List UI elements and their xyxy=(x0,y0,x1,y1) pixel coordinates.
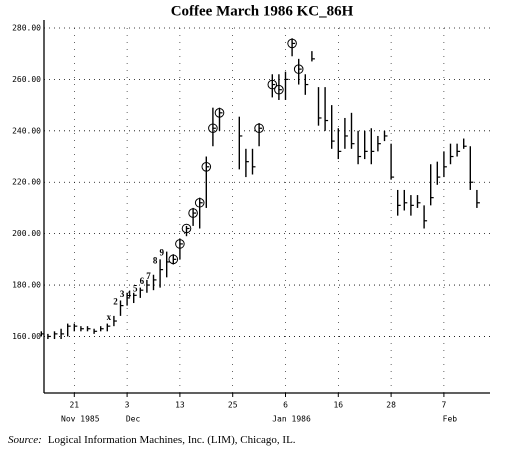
circle-marker xyxy=(175,239,185,249)
x-month-label: Nov 1985 xyxy=(61,415,100,424)
x-month-label: Feb xyxy=(443,415,458,424)
circle-marker xyxy=(168,254,179,265)
circle-marker xyxy=(181,223,192,234)
x-tick-label: 13 xyxy=(175,401,185,410)
y-tick-label: 240.00 xyxy=(12,126,41,135)
source: Source: Logical Information Machines, Inc… xyxy=(8,434,296,446)
circle-marker xyxy=(287,38,297,49)
bar-label: 8 xyxy=(153,255,158,265)
x-tick-label: 28 xyxy=(386,401,396,410)
circle-marker xyxy=(214,108,225,118)
circle-marker xyxy=(293,64,304,74)
x-month-label: Jan 1986 xyxy=(272,415,311,424)
bar-label: 3 xyxy=(120,289,125,299)
bar-label: 9 xyxy=(159,248,164,258)
bar-label: 7 xyxy=(146,271,151,281)
circle-marker xyxy=(208,123,218,134)
bar-label: x xyxy=(107,312,112,322)
x-tick-label: 3 xyxy=(125,401,130,410)
bar-label: 2 xyxy=(113,297,118,307)
source-text: Logical Information Machines, Inc. (LIM)… xyxy=(48,434,296,446)
x-tick-label: 7 xyxy=(441,401,446,410)
x-tick-label: 25 xyxy=(228,401,238,410)
x-tick-label: 21 xyxy=(69,401,79,410)
circle-marker xyxy=(254,123,264,134)
bar-label: 5 xyxy=(133,284,138,294)
source-label: Source: xyxy=(8,434,42,446)
x-tick-label: 16 xyxy=(333,401,343,410)
circle-marker xyxy=(274,84,284,95)
y-tick-label: 200.00 xyxy=(12,229,41,238)
bar-label: 4 xyxy=(126,289,131,299)
y-tick-label: 260.00 xyxy=(12,75,41,84)
circle-marker xyxy=(267,79,278,90)
circle-marker xyxy=(188,208,198,218)
bar-label: 6 xyxy=(140,276,145,286)
circle-marker xyxy=(201,162,212,172)
y-tick-label: 220.00 xyxy=(12,178,41,187)
y-tick-label: 160.00 xyxy=(12,332,41,341)
chart-title: Coffee March 1986 KC_86H xyxy=(171,3,354,19)
x-tick-label: 6 xyxy=(283,401,288,410)
y-tick-label: 280.00 xyxy=(12,24,41,33)
circle-marker xyxy=(194,197,205,208)
x-month-label: Dec xyxy=(126,415,141,424)
y-tick-label: 180.00 xyxy=(12,281,41,290)
